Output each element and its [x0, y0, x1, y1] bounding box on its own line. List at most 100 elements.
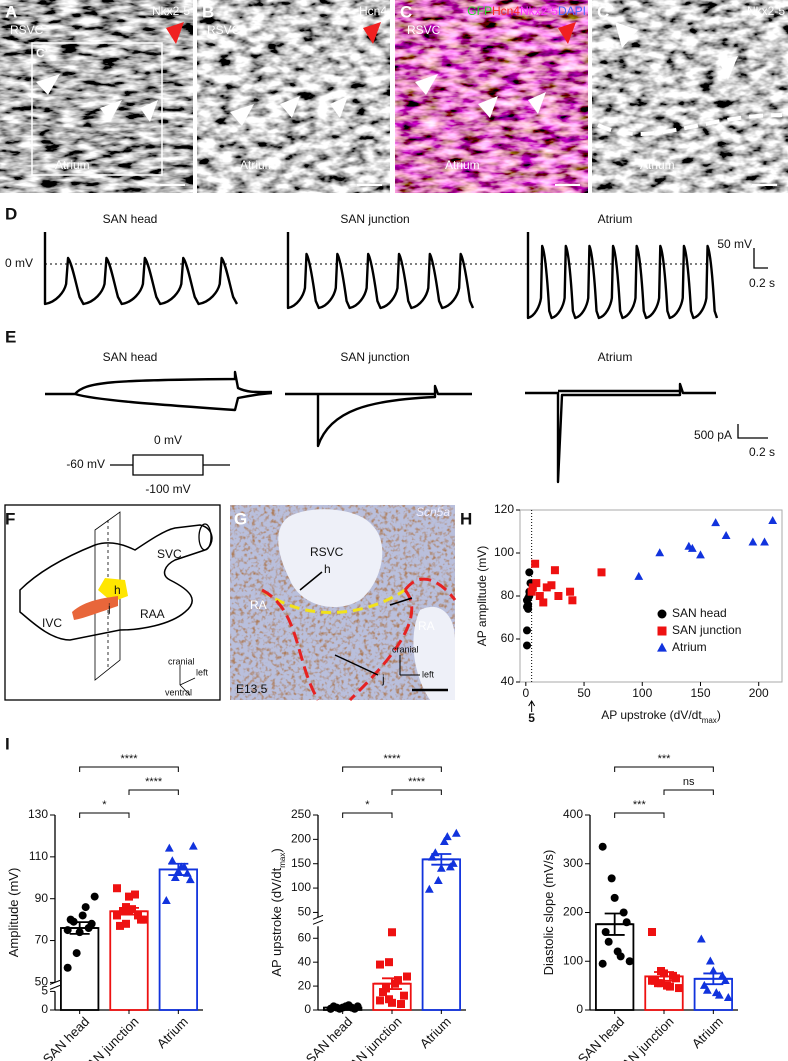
y-tick-label: 0 — [576, 1002, 583, 1016]
marker — [708, 966, 718, 975]
region-label: RSVC — [407, 23, 441, 37]
y-tick-label: 90 — [35, 891, 49, 905]
axis-title-part: AP upstroke (dV/dt — [269, 867, 284, 976]
marker — [382, 984, 390, 993]
marker — [63, 963, 72, 972]
marker — [610, 893, 619, 902]
marker — [598, 842, 607, 851]
marker — [601, 928, 610, 936]
x-tick-label: SAN head — [40, 1014, 93, 1061]
axis-title-part: Amplitude (mV) — [6, 868, 21, 958]
stain-name: GFP — [467, 4, 492, 18]
region-label: Atrium — [240, 158, 275, 172]
marker-label: 5 — [528, 711, 535, 725]
marker — [542, 583, 551, 592]
significance: **** — [120, 753, 138, 765]
legend-label: Atrium — [672, 640, 707, 654]
marker — [702, 985, 712, 994]
panel-label: A — [5, 2, 17, 21]
error-bar — [61, 921, 98, 935]
trace-title: Atrium — [598, 212, 633, 226]
y-tick-label: 120 — [494, 502, 514, 516]
y-tick-label: 70 — [35, 933, 49, 947]
marker-arrow — [528, 700, 536, 712]
region-label: Atrium — [445, 158, 480, 172]
marker — [648, 976, 656, 985]
y-tick-label: 50 — [298, 905, 312, 919]
marker — [657, 609, 667, 619]
marker — [113, 911, 121, 920]
marker — [672, 974, 680, 983]
significance: ns — [683, 776, 695, 788]
x-tick-label: Atrium — [417, 1014, 454, 1051]
panel-g: G Scn5a RSVC h RA RA j cranial left E13.… — [230, 505, 457, 702]
significance: **** — [145, 776, 163, 788]
scale-label: 50 mV — [717, 237, 752, 251]
traces — [43, 232, 719, 320]
region-label: j — [107, 601, 111, 615]
panel-label: C’ — [597, 2, 614, 21]
marker — [131, 890, 139, 899]
y-tick-label: 150 — [291, 856, 311, 870]
marker — [616, 952, 625, 961]
marker — [714, 990, 724, 999]
protocol-label: -100 mV — [145, 482, 190, 496]
axis-break — [312, 914, 324, 925]
marker — [687, 543, 697, 552]
significance: **** — [408, 776, 426, 788]
x-tick-label: 100 — [632, 686, 652, 700]
region-label: Atrium — [640, 158, 675, 172]
marker — [525, 568, 534, 577]
marker — [376, 960, 384, 969]
image-a: A Nkx2-5 RSVC C’ Atrium — [0, 0, 193, 193]
panel-label: C — [400, 2, 412, 21]
marker — [699, 980, 709, 989]
trace-title: SAN junction — [340, 212, 409, 226]
marker — [696, 550, 705, 559]
marker — [522, 626, 531, 635]
panel-label: D — [5, 204, 17, 223]
significance: *** — [658, 753, 672, 765]
axis-title: Diastolic slope (mV/s) — [541, 850, 556, 976]
marker — [568, 596, 577, 605]
x-tick-label: 0 — [522, 686, 529, 700]
y-tick-label: 40 — [298, 954, 312, 968]
marker — [660, 969, 668, 978]
marker — [522, 641, 531, 650]
marker — [524, 594, 533, 603]
marker — [748, 537, 758, 546]
marker — [535, 592, 544, 600]
gene-label: Scn5a — [416, 505, 450, 519]
marker — [170, 872, 180, 881]
marker — [81, 903, 90, 912]
panel-label: I — [5, 734, 10, 753]
bracket — [391, 789, 442, 795]
marker — [547, 581, 556, 590]
panel-e: E SAN head SAN junction Atrium 0 mV -60 … — [5, 327, 775, 496]
trace-title: SAN junction — [340, 350, 409, 364]
marker — [433, 875, 443, 884]
y-tick-label: 300 — [563, 856, 583, 870]
marker — [122, 919, 130, 928]
bracket — [79, 766, 179, 772]
legend-label: SAN head — [672, 606, 727, 620]
marker — [655, 548, 665, 557]
marker — [164, 843, 174, 852]
bracket — [663, 789, 714, 795]
marker — [72, 949, 81, 958]
y-tick-label: 200 — [291, 832, 311, 846]
panel-label: B — [202, 2, 214, 21]
panel-label: F — [5, 509, 15, 528]
marker — [442, 832, 452, 841]
image-b: B Hcn4 RSVC Atrium — [197, 0, 390, 193]
marker — [522, 602, 531, 611]
y-tick-label: 60 — [501, 631, 515, 645]
significance: *** — [633, 799, 647, 811]
error-bar — [596, 912, 633, 936]
y-tick-label: 110 — [29, 849, 48, 863]
marker — [448, 858, 458, 867]
y-tick-label: 100 — [494, 545, 514, 559]
region-label: RSVC — [10, 23, 44, 37]
marker — [666, 982, 674, 991]
significance: **** — [383, 753, 401, 765]
